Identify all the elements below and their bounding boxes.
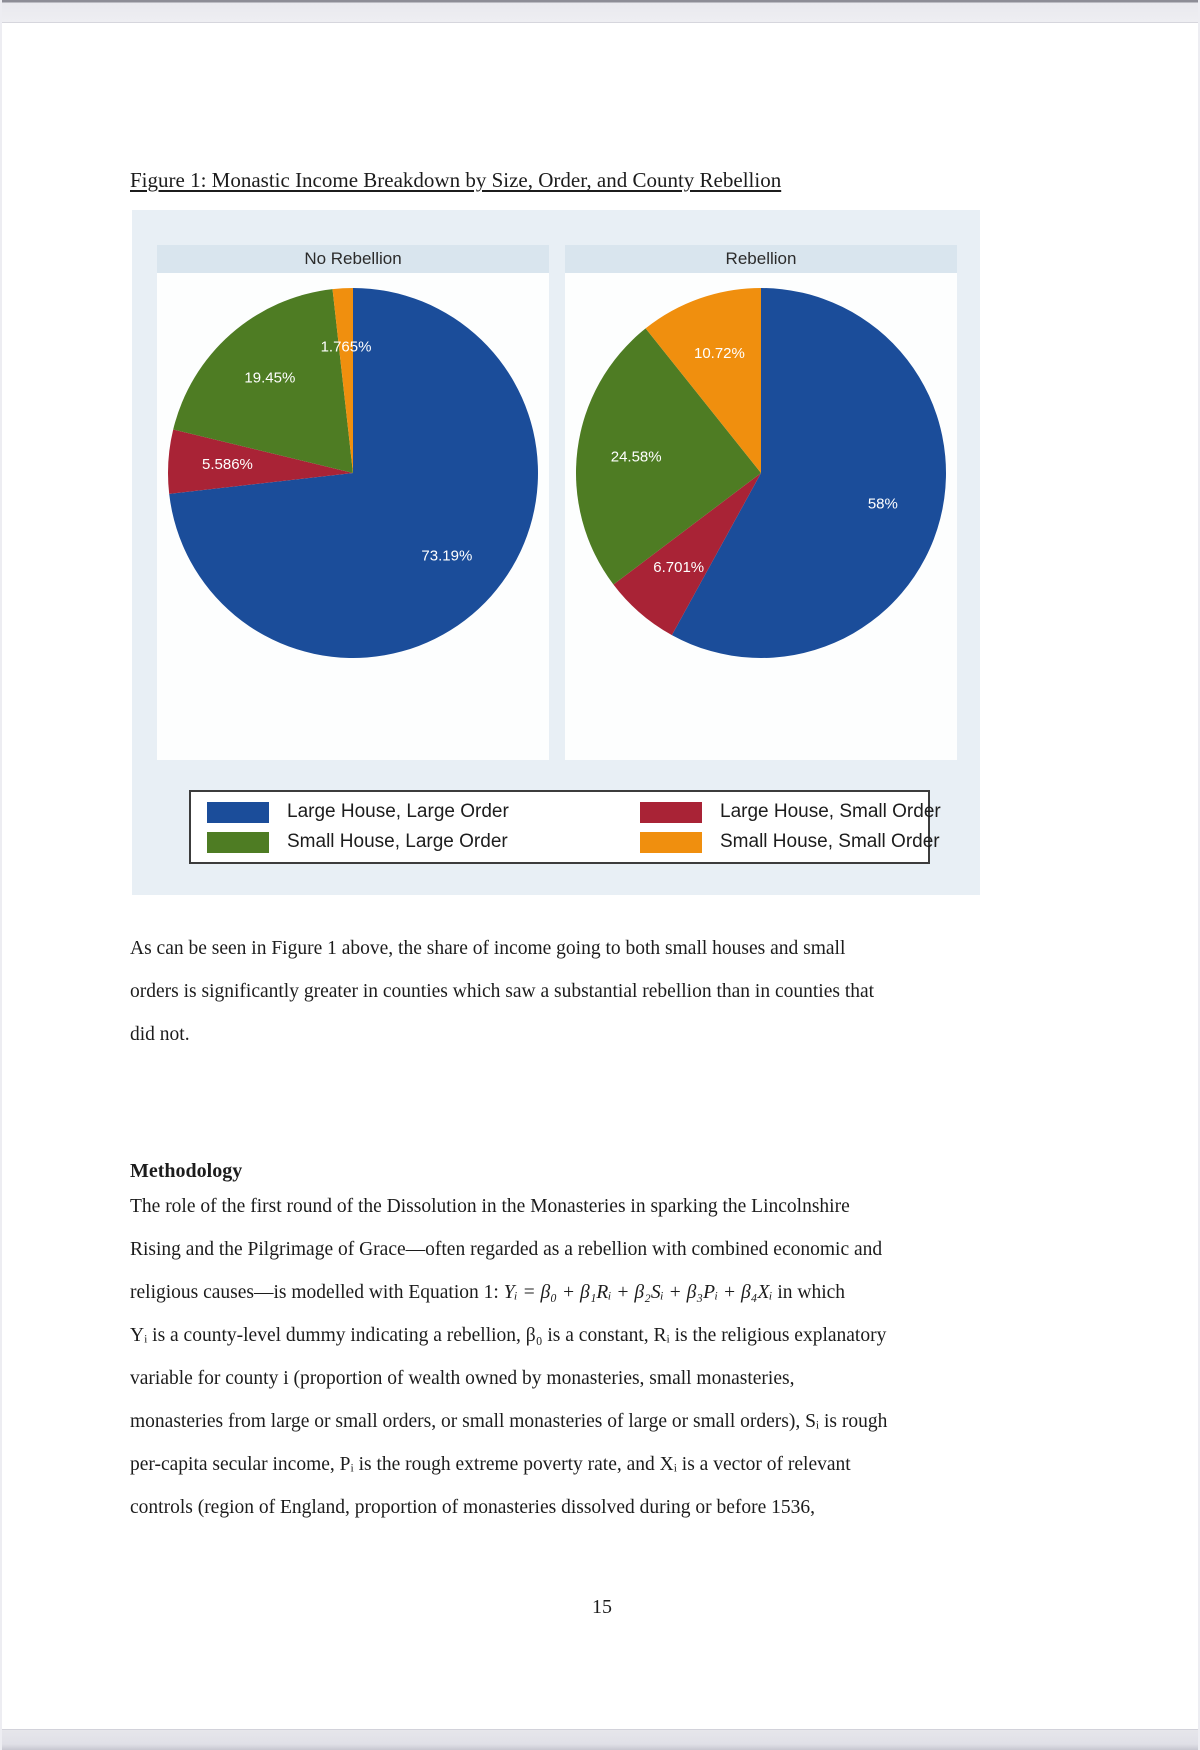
legend-swatch-blue xyxy=(207,801,269,823)
legend-label: Small House, Small Order xyxy=(720,831,940,852)
paragraph-methodology: The role of the first round of the Disso… xyxy=(130,1196,1010,1540)
equation-1: Yᵢ = β₀ + β₁Rᵢ + β₂Sᵢ + β₃Pᵢ + β₄Xᵢ xyxy=(503,1282,773,1303)
pie-slice-small-house-small-order xyxy=(645,288,761,473)
figure-1: No Rebellion 73.19% 5.586% 19.45% 1.765% Re… xyxy=(132,210,980,895)
legend-swatch-green xyxy=(207,831,269,853)
pie-value-label: 5.586% xyxy=(202,456,253,473)
pie-slice-large-house-small-order xyxy=(613,473,761,636)
paragraph-line: As can be seen in Figure 1 above, the sh… xyxy=(130,938,846,959)
legend-swatch-red xyxy=(640,801,702,823)
paragraph-line: controls (region of England, proportion … xyxy=(130,1497,816,1518)
equation-pre-text: religious causes—is modelled with Equati… xyxy=(130,1282,504,1303)
chart-legend: Large House, Large Order Large House, Sm… xyxy=(189,790,941,864)
panel-title-rebellion: Rebellion xyxy=(565,245,957,273)
pie-value-label: 10.72% xyxy=(694,345,745,362)
figure-caption: Figure 1: Monastic Income Breakdown by S… xyxy=(130,168,782,192)
panel-title-no-rebellion: No Rebellion xyxy=(157,245,549,273)
pie-value-label: 58% xyxy=(868,495,898,512)
paragraph-line: did not. xyxy=(130,1024,190,1045)
legend-entry-small-house-small-order: Small House, Small Order xyxy=(640,830,941,854)
pie-slice-large-house-small-order xyxy=(167,429,353,494)
paragraph-line: variable for county i (proportion of wea… xyxy=(130,1368,795,1389)
paragraph-line: Rising and the Pilgrimage of Grace—often… xyxy=(130,1239,883,1260)
panel-no-rebellion: No Rebellion 73.19% 5.586% 19.45% 1.765% xyxy=(157,245,549,760)
paragraph-figure-discussion: As can be seen in Figure 1 above, the sh… xyxy=(130,938,1010,1067)
paragraph-line: orders is significantly greater in count… xyxy=(130,981,875,1002)
page-edge-bottom xyxy=(2,1729,1198,1750)
page-edge-top xyxy=(2,0,1198,23)
pie-chart-rebellion: 58% 6.701% 24.58% 10.72% xyxy=(565,273,957,760)
pie-value-label: 19.45% xyxy=(244,370,295,387)
equation-line: religious causes—is modelled with Equati… xyxy=(130,1282,1010,1325)
legend-label: Large House, Large Order xyxy=(287,801,509,822)
pie-slice-small-house-large-order xyxy=(576,328,761,585)
pie-value-label: 6.701% xyxy=(653,559,704,576)
paragraph-line: Yᵢ is a county-level dummy indicating a … xyxy=(130,1325,887,1346)
paragraph-line: per-capita secular income, Pᵢ is the rou… xyxy=(130,1454,851,1475)
panel-rebellion: Rebellion 58% 6.701% 24.58% 10.72% xyxy=(565,245,957,760)
pie-slice-large-house-large-order xyxy=(671,288,946,658)
legend-entry-large-house-small-order: Large House, Small Order xyxy=(640,800,941,824)
legend-entry-large-house-large-order: Large House, Large Order xyxy=(207,800,640,824)
pie-slice-small-house-small-order xyxy=(332,288,353,473)
pie-slice-large-house-large-order xyxy=(169,288,538,658)
equation-post-text: in which xyxy=(772,1282,846,1303)
pie-slice-small-house-large-order xyxy=(173,289,353,473)
paragraph-line: monasteries from large or small orders, … xyxy=(130,1411,888,1432)
legend-label: Small House, Large Order xyxy=(287,831,508,852)
pie-value-label: 24.58% xyxy=(611,448,662,465)
pie-chart-no-rebellion: 73.19% 5.586% 19.45% 1.765% xyxy=(157,273,549,760)
legend-swatch-orange xyxy=(640,831,702,853)
paragraph-line: The role of the first round of the Disso… xyxy=(130,1196,850,1217)
page-number: 15 xyxy=(592,1596,612,1618)
pie-value-label: 73.19% xyxy=(421,548,472,565)
methodology-heading: Methodology xyxy=(130,1160,243,1182)
pie-value-label: 1.765% xyxy=(321,338,372,355)
legend-entry-small-house-large-order: Small House, Large Order xyxy=(207,830,640,854)
legend-label: Large House, Small Order xyxy=(720,801,941,822)
